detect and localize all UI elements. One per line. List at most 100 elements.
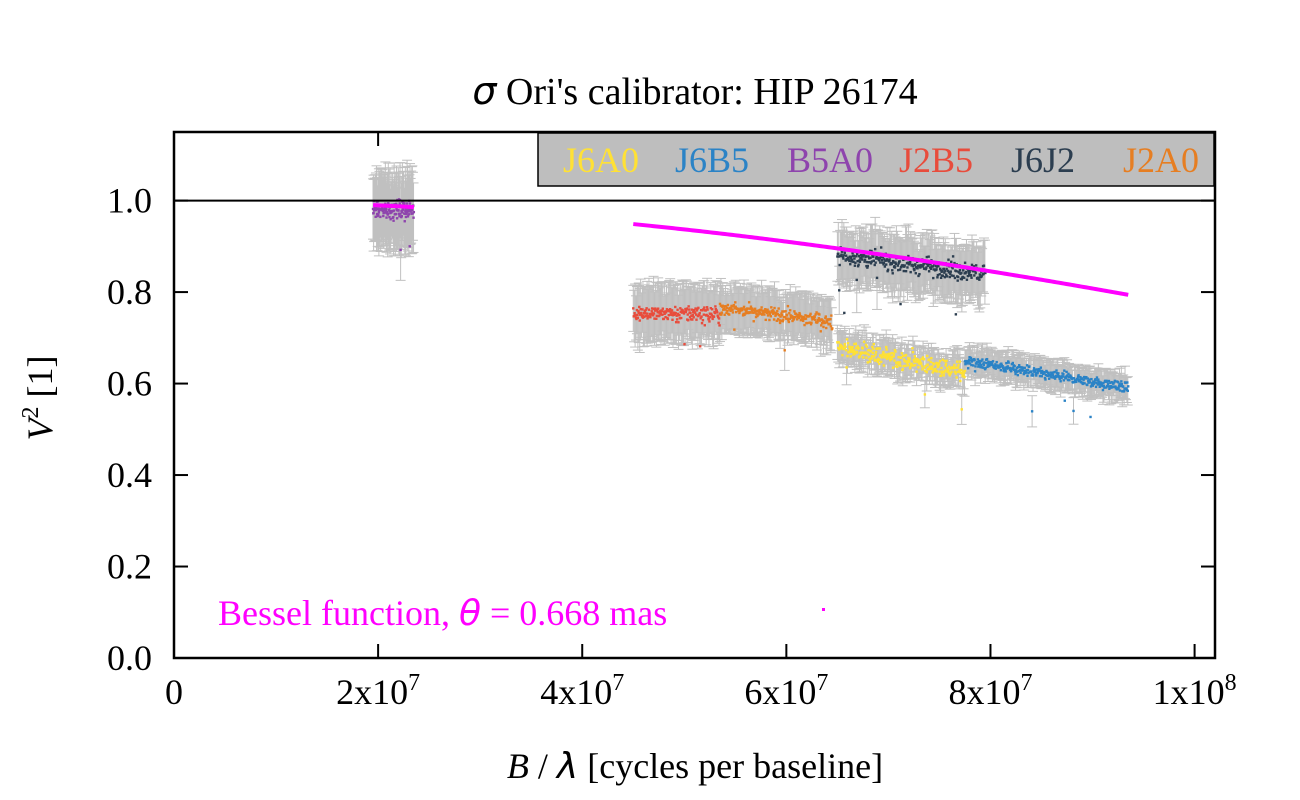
- data-point: [1095, 381, 1098, 385]
- data-point: [777, 307, 780, 310]
- data-point: [948, 275, 952, 279]
- data-point: [917, 274, 920, 278]
- data-point: [1032, 367, 1036, 370]
- data-point: [645, 312, 649, 315]
- data-point: [1044, 378, 1047, 381]
- data-point: [702, 313, 706, 316]
- data-point: [947, 372, 951, 375]
- data-point: [801, 319, 805, 323]
- data-point: [1047, 372, 1050, 375]
- data-point: [864, 343, 868, 347]
- legend: J6A0 J6B5 B5A0 J2B5 J6J2 J2A0: [537, 132, 1215, 187]
- data-point: [965, 278, 969, 281]
- data-point: [761, 312, 765, 315]
- data-point: [1112, 382, 1115, 385]
- data-point: [866, 264, 870, 268]
- data-point: [929, 262, 932, 266]
- x-axis-label: B / λ [cycles per baseline]: [507, 746, 883, 787]
- data-point: [935, 361, 938, 365]
- data-point: [929, 365, 932, 369]
- data-point: [763, 313, 766, 316]
- data-point: [733, 307, 736, 310]
- data-point: [777, 314, 781, 317]
- x-tick-label-base: 8x10: [948, 672, 1020, 712]
- data-point: [657, 311, 661, 314]
- data-point: [700, 321, 704, 325]
- data-point: [962, 373, 965, 377]
- data-point: [891, 260, 895, 263]
- data-point: [733, 328, 736, 331]
- data-point: [408, 202, 412, 205]
- data-point: [795, 312, 798, 316]
- data-point: [411, 208, 414, 211]
- legend-entry-B5A0: B5A0: [787, 140, 873, 180]
- data-point: [837, 255, 840, 258]
- data-point: [1083, 382, 1086, 385]
- data-point: [824, 316, 827, 320]
- data-point: [950, 274, 953, 277]
- data-point: [871, 351, 875, 355]
- data-point: [974, 271, 977, 275]
- data-point: [861, 347, 864, 350]
- data-point: [978, 359, 981, 363]
- data-point: [917, 361, 921, 364]
- data-point: [400, 211, 404, 214]
- data-point: [932, 276, 935, 280]
- data-point: [958, 268, 962, 272]
- data-point: [956, 370, 959, 374]
- data-point: [932, 369, 935, 372]
- data-point: [399, 248, 402, 252]
- data-point: [1022, 369, 1025, 372]
- data-point: [1062, 379, 1066, 382]
- data-point: [881, 355, 884, 358]
- data-point: [760, 313, 764, 316]
- data-point: [1111, 385, 1114, 388]
- data-point: [643, 315, 646, 319]
- data-point: [1016, 373, 1020, 377]
- data-point: [726, 303, 730, 307]
- data-point: [986, 364, 990, 367]
- data-point: [858, 259, 861, 262]
- data-point: [851, 350, 855, 353]
- data-point: [658, 310, 662, 313]
- data-point: [955, 269, 958, 273]
- data-point: [927, 263, 930, 267]
- data-point: [852, 260, 855, 264]
- data-point: [808, 321, 811, 324]
- data-point: [1094, 378, 1097, 381]
- data-point: [855, 255, 858, 258]
- data-point: [665, 308, 669, 311]
- data-point: [893, 359, 896, 362]
- data-point: [908, 366, 912, 370]
- data-point: [941, 269, 944, 273]
- data-point: [804, 314, 807, 317]
- data-point: [683, 343, 686, 346]
- data-point: [655, 314, 658, 318]
- x-tick-label-exponent: 7: [408, 670, 420, 696]
- data-point: [916, 360, 919, 364]
- legend-entry-J6B5: J6B5: [675, 140, 749, 180]
- data-point: [633, 312, 636, 315]
- data-point: [787, 319, 790, 322]
- data-point: [398, 215, 401, 218]
- data-point: [691, 318, 694, 321]
- data-point: [907, 359, 910, 362]
- data-point: [857, 255, 861, 258]
- data-point: [957, 271, 961, 274]
- data-point: [926, 363, 929, 366]
- data-point: [1126, 381, 1129, 384]
- data-point: [846, 354, 849, 358]
- data-point: [982, 362, 985, 365]
- data-point: [664, 315, 667, 319]
- data-point: [845, 338, 849, 341]
- data-point: [773, 311, 777, 314]
- data-point: [829, 318, 832, 321]
- data-point: [751, 311, 755, 314]
- data-point: [943, 369, 947, 372]
- data-point: [822, 320, 826, 323]
- data-point: [716, 315, 720, 319]
- data-point: [940, 371, 944, 375]
- data-point: [878, 258, 881, 262]
- data-point: [883, 265, 887, 268]
- data-point: [732, 305, 735, 308]
